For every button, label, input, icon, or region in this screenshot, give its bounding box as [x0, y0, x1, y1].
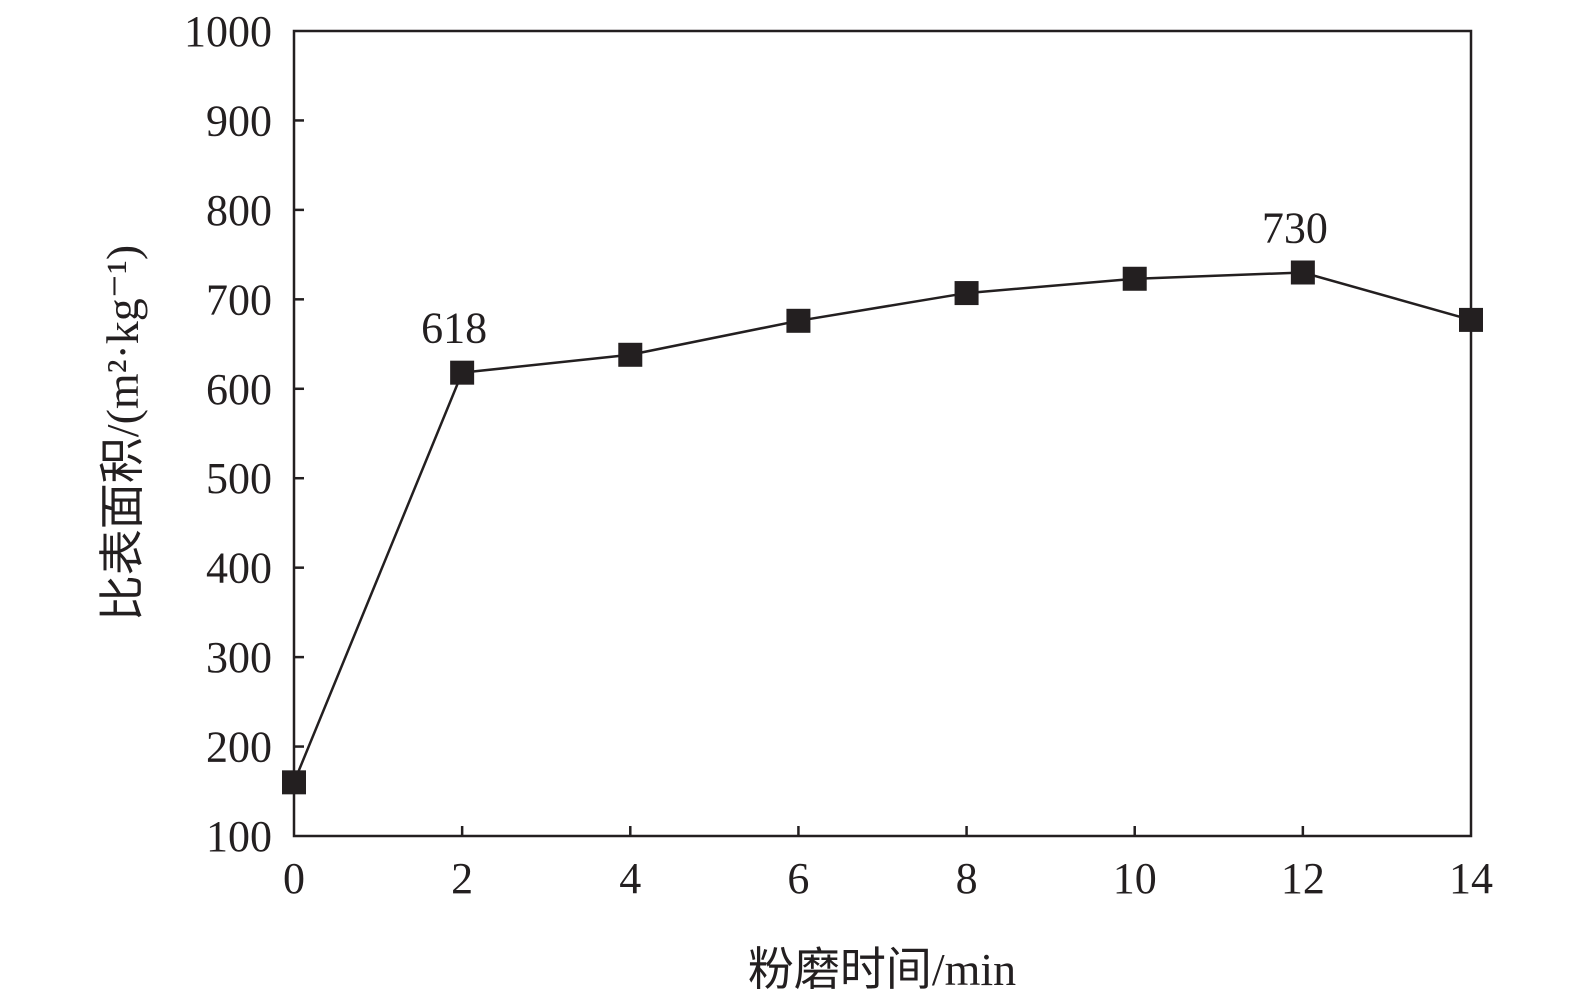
data-point-marker [786, 308, 811, 333]
y-tick-label: 500 [206, 454, 272, 503]
y-tick-label: 400 [206, 544, 272, 593]
y-tick-label: 900 [206, 96, 272, 145]
x-tick-label: 2 [451, 854, 473, 903]
x-tick-label: 8 [956, 854, 978, 903]
y-axis-ticks: 100 200 300 400 500 600 700 800 900 1000 [184, 7, 304, 861]
data-label: 730 [1262, 204, 1328, 253]
plot-frame [292, 29, 1473, 838]
x-tick-label: 14 [1449, 854, 1493, 903]
x-tick-label: 4 [619, 854, 641, 903]
data-point-marker [1290, 260, 1315, 285]
x-tick-label: 0 [283, 854, 305, 903]
data-label: 618 [421, 304, 487, 353]
data-point-marker [618, 342, 643, 367]
y-tick-label: 700 [206, 275, 272, 324]
y-tick-label: 200 [206, 723, 272, 772]
data-point-marker [954, 281, 979, 306]
y-tick-label: 300 [206, 633, 272, 682]
x-tick-label: 6 [787, 854, 809, 903]
data-point-marker [1459, 307, 1483, 332]
x-axis-title: 粉磨时间/min [748, 944, 1016, 995]
data-point-marker [1122, 266, 1147, 291]
data-point-marker [282, 770, 306, 795]
y-tick-label: 600 [206, 365, 272, 414]
x-axis-ticks: 0 2 4 6 8 10 12 14 [283, 826, 1493, 903]
y-tick-label: 800 [206, 186, 272, 235]
x-tick-label: 10 [1113, 854, 1157, 903]
data-labels: 618 730 [421, 204, 1328, 353]
y-axis-title: 比表面积/(m²·kg⁻¹) [97, 245, 148, 621]
x-tick-label: 12 [1281, 854, 1325, 903]
series-line [292, 271, 1472, 783]
y-tick-label: 100 [206, 812, 272, 861]
y-tick-label: 1000 [184, 7, 272, 56]
data-point-marker [450, 360, 475, 385]
series-markers [282, 260, 1483, 795]
